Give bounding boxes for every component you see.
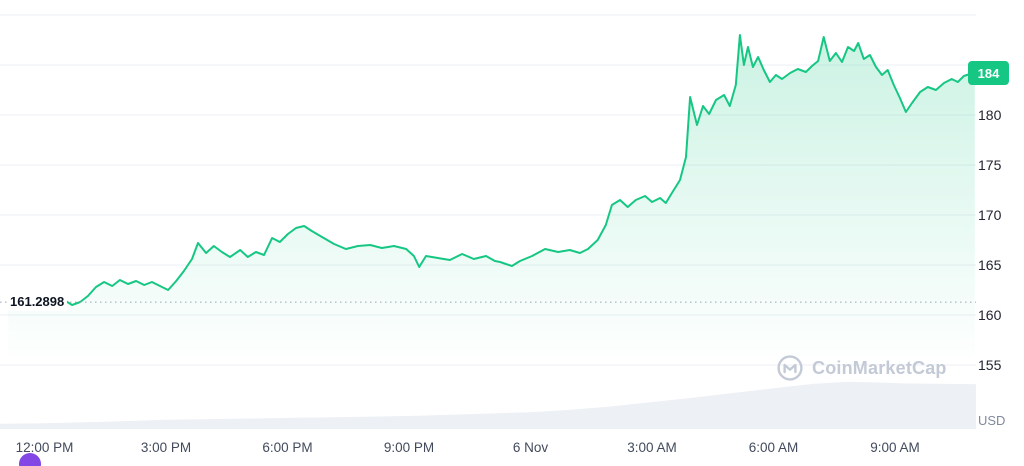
price-line bbox=[7, 34, 976, 306]
y-axis-tick-label: 155 bbox=[978, 357, 1002, 373]
x-axis-tick-label: 6:00 AM bbox=[748, 440, 799, 455]
coinmarketcap-watermark: CoinMarketCap bbox=[776, 354, 947, 382]
y-axis-tick-label: 170 bbox=[978, 207, 1002, 223]
x-axis-tick-label: 3:00 AM bbox=[627, 440, 677, 455]
current-price-badge: 184 bbox=[968, 61, 1009, 85]
x-axis-tick-label: 12:00 PM bbox=[15, 440, 74, 455]
x-axis-tick-label: 6:00 PM bbox=[262, 440, 313, 455]
y-axis-tick-label: 165 bbox=[978, 257, 1002, 273]
price-chart-svg[interactable] bbox=[0, 0, 1024, 430]
x-axis-tick-label: 9:00 AM bbox=[870, 440, 920, 455]
x-axis-tick-label: 3:00 PM bbox=[140, 440, 192, 455]
chat-widget-button[interactable] bbox=[19, 453, 41, 466]
price-area bbox=[8, 35, 975, 425]
open-price-label: 161.2898 bbox=[7, 293, 68, 312]
coinmarketcap-logo-icon bbox=[777, 355, 803, 381]
y-axis-tick-label: 180 bbox=[978, 107, 1002, 123]
coinmarketcap-watermark-text: CoinMarketCap bbox=[812, 357, 947, 378]
x-axis-tick-label: 6 Nov bbox=[512, 440, 549, 455]
x-axis-tick-label: 9:00 PM bbox=[383, 440, 435, 455]
y-axis-unit-label: USD bbox=[978, 413, 1006, 428]
x-axis-labels: 12:00 PM 3:00 PM 6:00 PM 9:00 PM 6 Nov 3:00 A… bbox=[0, 430, 976, 466]
y-axis-tick-label: 160 bbox=[978, 307, 1002, 323]
y-axis-tick-label: 175 bbox=[978, 157, 1002, 173]
